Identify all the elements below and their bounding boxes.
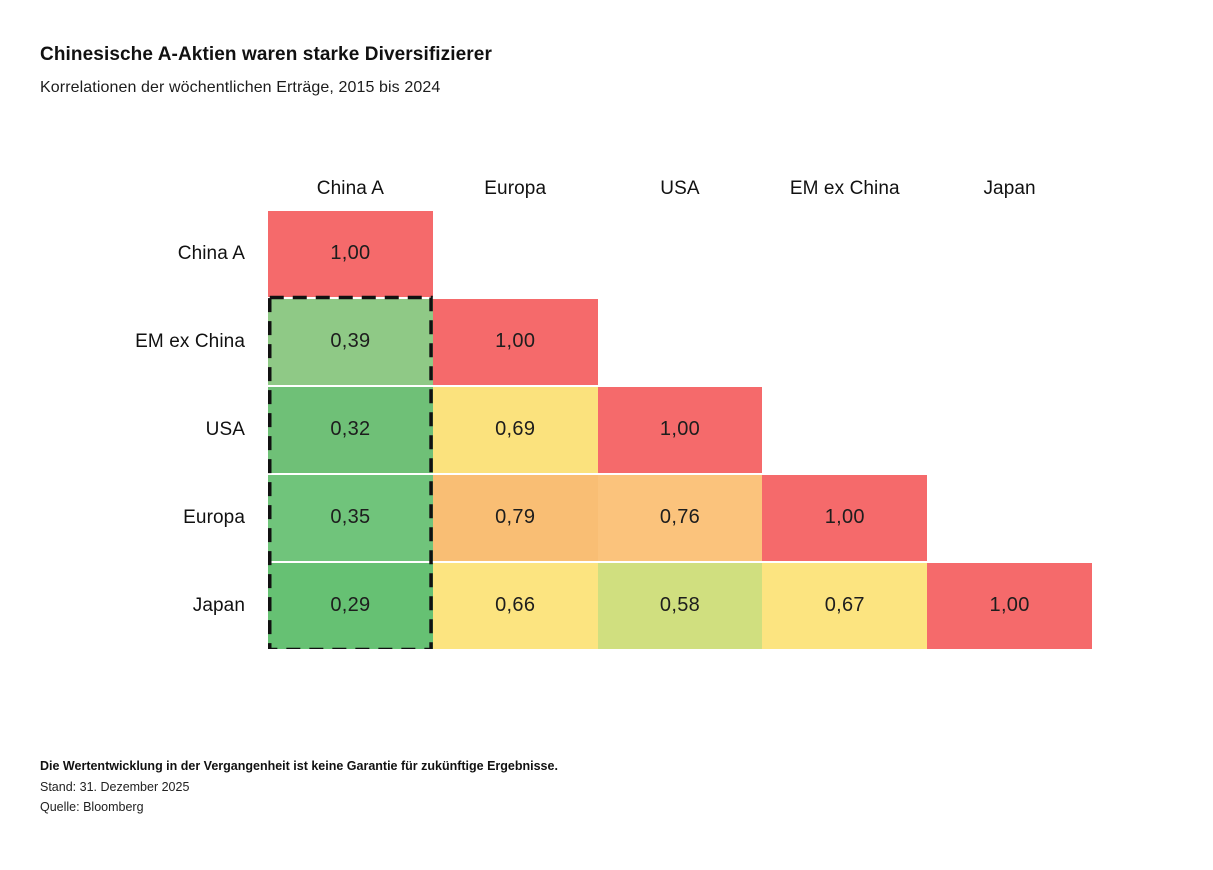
column-header-em-ex-china: EM ex China bbox=[789, 177, 900, 199]
matrix-corner bbox=[40, 169, 268, 209]
matrix-empty-cell bbox=[927, 299, 1092, 385]
matrix-empty-cell bbox=[927, 211, 1092, 297]
column-header-europa: Europa bbox=[484, 177, 547, 199]
row-label-japan: Japan bbox=[192, 594, 245, 616]
disclaimer-text: Die Wertentwicklung in der Vergangenheit… bbox=[40, 759, 558, 773]
matrix-cell: 0,69 bbox=[432, 386, 598, 473]
chart-subtitle: Korrelationen der wöchentlichen Erträge,… bbox=[40, 78, 441, 96]
matrix-cell: 1,00 bbox=[927, 562, 1092, 649]
column-header-usa: USA bbox=[660, 177, 700, 199]
correlation-matrix: China A Europa USA EM ex China Japan China A 1… bbox=[40, 169, 1093, 649]
matrix-empty-cell bbox=[762, 211, 927, 297]
matrix-empty-cell bbox=[762, 299, 927, 385]
as-of-date: Stand: 31. Dezember 2025 bbox=[40, 779, 190, 794]
chart-footer: Die Wertentwicklung in der Vergangenheit… bbox=[40, 758, 558, 817]
row-label-em-ex-china: EM ex China bbox=[135, 330, 245, 352]
matrix-cell: 0,67 bbox=[762, 562, 928, 649]
column-header-japan: Japan bbox=[983, 177, 1036, 199]
matrix-cell: 1,00 bbox=[597, 386, 763, 473]
matrix-cell: 0,66 bbox=[432, 562, 598, 649]
row-label-china-a: China A bbox=[177, 242, 245, 264]
matrix-empty-cell bbox=[598, 211, 763, 297]
source-text: Quelle: Bloomberg bbox=[40, 800, 144, 814]
matrix-cell: 0,32 bbox=[268, 386, 433, 473]
matrix-cell: 0,29 bbox=[268, 562, 433, 649]
chart-title: Chinesische A-Aktien waren starke Divers… bbox=[40, 44, 492, 65]
matrix-empty-cell bbox=[927, 387, 1092, 473]
column-header-china-a: China A bbox=[316, 177, 385, 199]
matrix-empty-cell bbox=[598, 299, 763, 385]
chart-header: Chinesische A-Aktien waren starke Divers… bbox=[40, 44, 1173, 97]
matrix-cell: 0,79 bbox=[432, 474, 598, 561]
row-label-europa: Europa bbox=[183, 506, 245, 528]
matrix-cell: 0,76 bbox=[597, 474, 763, 561]
matrix-empty-cell bbox=[762, 387, 927, 473]
matrix-cell: 1,00 bbox=[268, 210, 433, 297]
matrix-cell: 1,00 bbox=[432, 298, 598, 385]
matrix-cell: 0,58 bbox=[597, 562, 763, 649]
matrix-empty-cell bbox=[927, 475, 1092, 561]
matrix-empty-cell bbox=[433, 211, 598, 297]
row-label-usa: USA bbox=[205, 418, 245, 440]
matrix-cell: 0,35 bbox=[268, 474, 433, 561]
matrix-cell: 0,39 bbox=[268, 298, 433, 385]
matrix-cell: 1,00 bbox=[762, 474, 928, 561]
